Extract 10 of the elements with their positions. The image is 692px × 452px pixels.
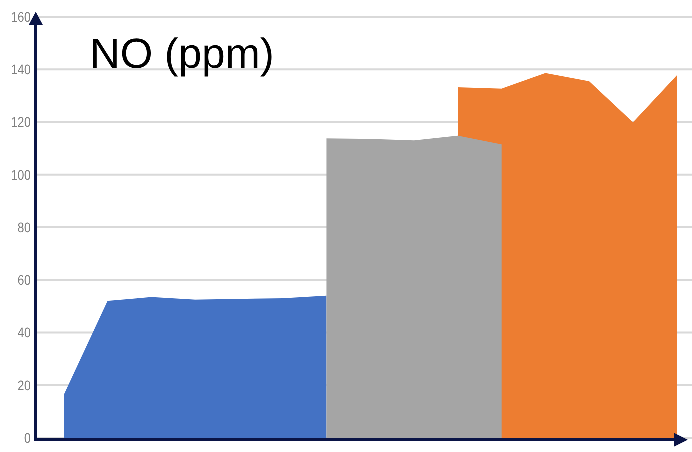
y-tick-label: 160 (11, 8, 31, 26)
chart-title: NO (ppm) (90, 30, 274, 77)
y-tick-label: 120 (11, 114, 31, 130)
y-tick-label: 40 (18, 324, 31, 341)
y-tick-label: 80 (18, 219, 31, 236)
y-tick-label: 100 (11, 166, 31, 184)
y-tick-label: 140 (11, 62, 31, 78)
y-tick-label: 0 (24, 430, 31, 446)
y-tick-label: 60 (18, 272, 31, 288)
y-tick-label: 20 (18, 377, 31, 394)
